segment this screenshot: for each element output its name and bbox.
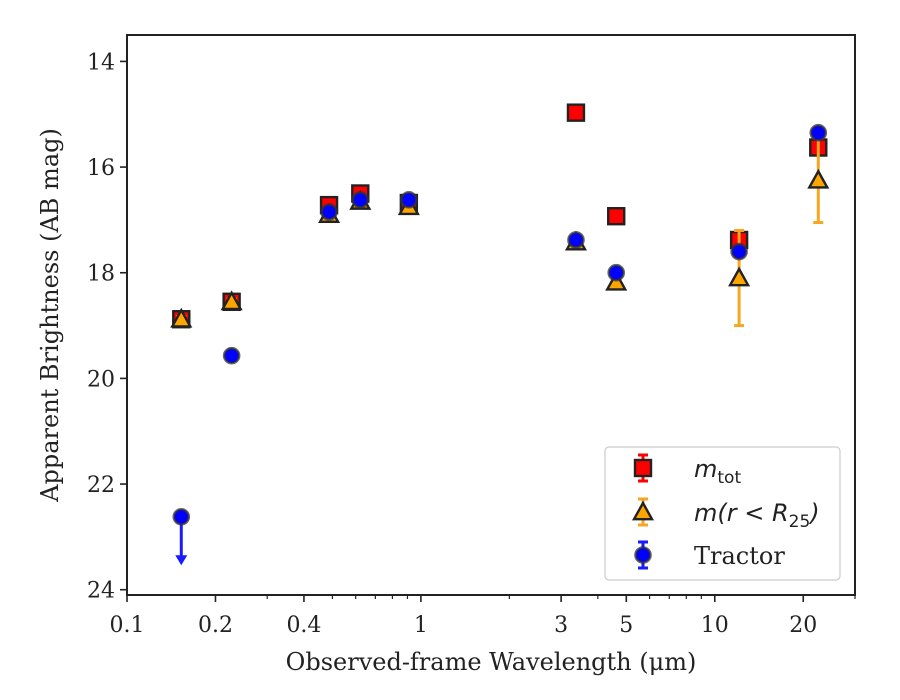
x-tick-label: 5 xyxy=(619,613,633,638)
y-tick-label: 20 xyxy=(87,367,115,392)
circle-marker xyxy=(567,231,585,249)
circle-marker xyxy=(320,203,338,221)
series-triangle xyxy=(170,136,830,328)
x-tick-label: 0.1 xyxy=(110,613,145,638)
circle-marker xyxy=(172,508,191,526)
circle-marker xyxy=(607,263,626,282)
circle-marker xyxy=(400,191,418,209)
x-tick-label: 0.4 xyxy=(286,613,321,638)
data-points xyxy=(170,103,830,566)
y-tick-label: 16 xyxy=(87,156,115,181)
legend-entry: Tractor xyxy=(634,540,785,570)
x-tick-label: 10 xyxy=(701,613,729,638)
data-point xyxy=(730,242,748,261)
x-tick-label: 0.2 xyxy=(198,613,233,638)
square-marker xyxy=(566,103,586,122)
x-tick-label: 20 xyxy=(789,613,817,638)
y-tick-label: 22 xyxy=(87,473,115,498)
square-marker xyxy=(607,207,626,226)
legend-entry: m(r < R25) xyxy=(631,497,820,532)
y-tick-label: 14 xyxy=(87,50,115,75)
x-axis-label: Observed-frame Wavelength (μm) xyxy=(286,648,697,676)
y-axis-label: Apparent Brightness (AB mag) xyxy=(36,128,64,503)
data-point xyxy=(222,346,241,365)
circle-marker xyxy=(351,191,370,209)
triangle-marker xyxy=(220,290,243,311)
circle-marker xyxy=(730,242,748,261)
circle-marker xyxy=(222,346,241,365)
data-point xyxy=(567,231,585,249)
triangle-marker xyxy=(807,168,830,189)
data-point xyxy=(607,207,626,226)
axes: 0.1 0.2 0.4 1 3 5 10 20 14 16 18 20 22 24 xyxy=(87,50,856,638)
legend-label: mtot xyxy=(694,455,741,488)
series-square xyxy=(172,103,828,329)
data-point xyxy=(607,263,626,282)
y-tick-label: 24 xyxy=(87,579,115,604)
legend-label: m(r < R25) xyxy=(694,499,820,532)
plot-frame xyxy=(126,34,856,596)
square-marker xyxy=(633,458,653,478)
legend-label: Tractor xyxy=(694,542,785,570)
upper-limit-arrow-head xyxy=(175,555,188,566)
triangle-marker xyxy=(728,266,751,287)
data-point xyxy=(809,123,828,142)
series-circle xyxy=(172,123,828,566)
data-point xyxy=(351,191,370,209)
data-point xyxy=(400,191,418,209)
circle-marker xyxy=(634,546,652,564)
x-tick-label: 3 xyxy=(554,613,568,638)
data-point xyxy=(320,203,338,221)
circle-marker xyxy=(809,123,828,142)
y-tick-label: 18 xyxy=(87,262,115,287)
data-point xyxy=(566,103,586,122)
x-tick-label: 1 xyxy=(414,613,428,638)
legend: mtot m(r < R25) Tractor xyxy=(604,446,841,581)
triangle-marker xyxy=(170,307,193,328)
legend-entry: mtot xyxy=(633,453,741,488)
triangle-marker xyxy=(631,500,655,521)
data-point xyxy=(170,307,193,328)
data-point xyxy=(220,290,243,311)
legend-box xyxy=(604,446,841,581)
data-point xyxy=(172,508,191,566)
